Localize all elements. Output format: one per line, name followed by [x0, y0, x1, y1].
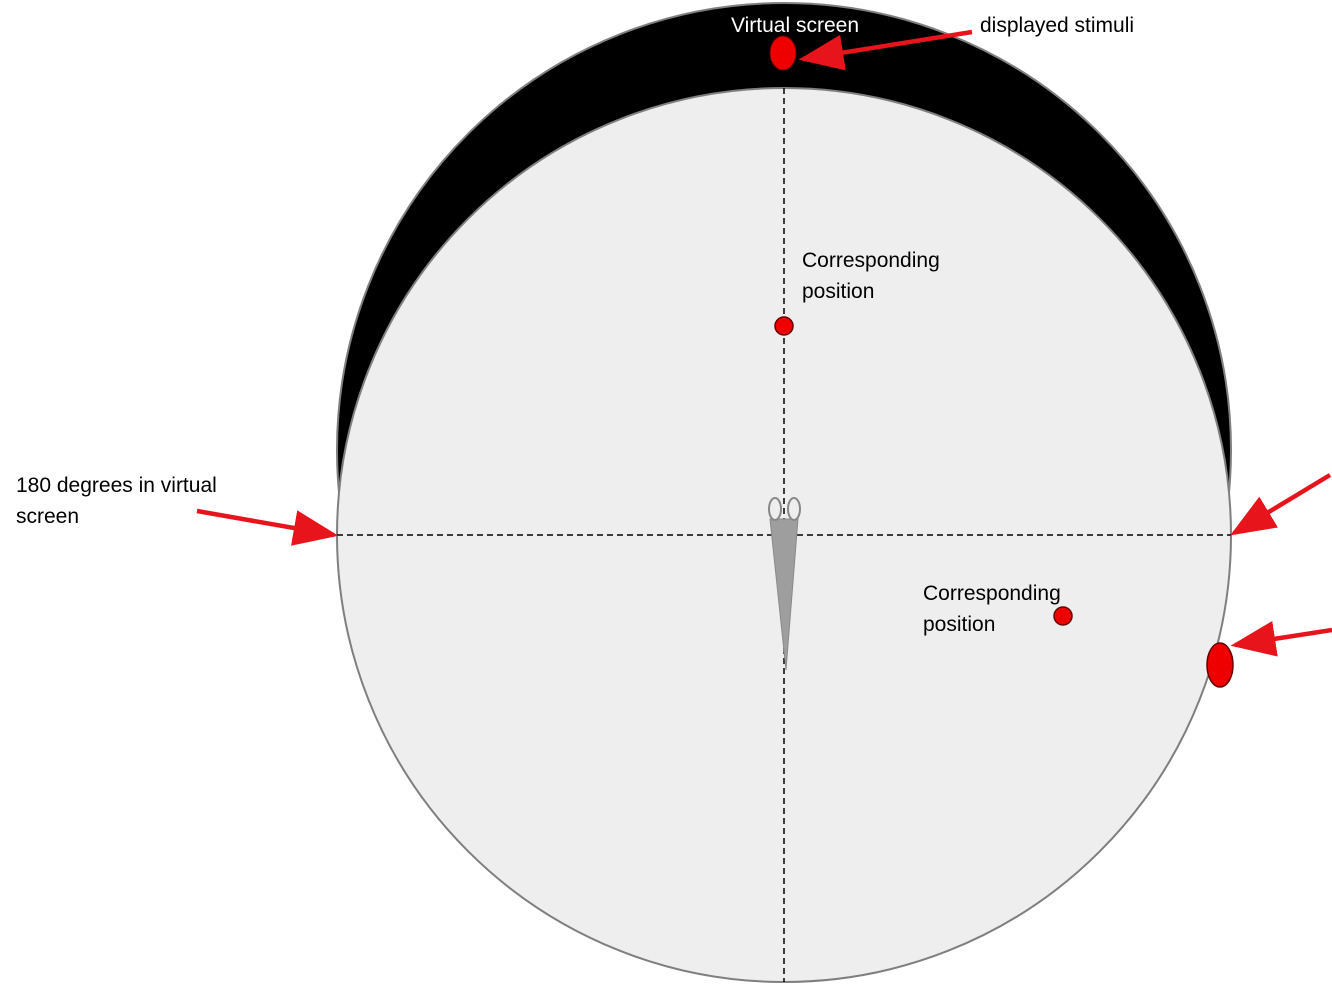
fish-icon [768, 497, 801, 671]
displayed-stimulus-top [769, 35, 797, 71]
arrow-right-180 [1230, 473, 1332, 536]
corresponding-position-label-right-line1: Corresponding [923, 582, 1061, 605]
displayed-stimuli-label: displayed stimuli [980, 14, 1134, 37]
arrow-displayed-stimuli [798, 29, 973, 71]
arrow-right-stimulus [1230, 621, 1332, 657]
corresponding-position-label-top-line1: Corresponding [802, 249, 940, 272]
angle-label-line2: screen [16, 505, 79, 528]
displayed-stimulus-right [1206, 642, 1234, 688]
corresponding-position-label-top-line2: position [802, 280, 874, 303]
angle-label-line1: 180 degrees in virtual [16, 474, 217, 497]
virtual-screen-label: Virtual screen [731, 14, 859, 37]
corresponding-position-label-right-line2: position [923, 613, 995, 636]
corresponding-position-dot-right [1053, 606, 1073, 626]
arrow-left-180 [196, 508, 339, 546]
corresponding-position-dot-top [774, 316, 794, 336]
